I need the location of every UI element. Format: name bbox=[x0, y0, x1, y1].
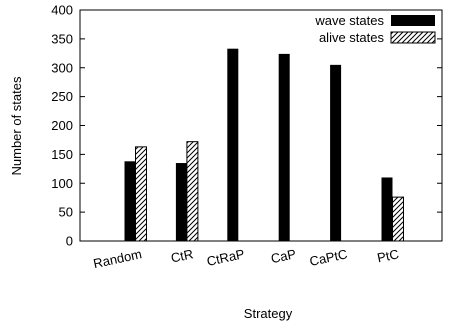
axes-layer: 0 50 100 150 200 250 300 350 400 Random CtR CtRaP Ca… bbox=[51, 3, 443, 271]
x-tick-label: CtRaP bbox=[205, 246, 246, 269]
bar-wave-states-cap bbox=[278, 53, 290, 241]
bar-wave-states-random bbox=[124, 161, 136, 241]
bar-alive-states-ctr bbox=[186, 141, 199, 242]
legend: wave states alive states bbox=[314, 13, 436, 45]
y-tick-label: 250 bbox=[51, 89, 73, 104]
legend-swatch-alive-states bbox=[390, 31, 436, 44]
y-tick-label: 350 bbox=[51, 31, 73, 46]
x-tick-label: PtC bbox=[376, 246, 400, 265]
x-tick-label: CaP bbox=[269, 246, 297, 266]
y-tick-label: 400 bbox=[51, 3, 73, 18]
y-tick-label: 150 bbox=[51, 147, 73, 162]
legend-label-alive-states: alive states bbox=[319, 30, 385, 45]
bar-alive-states-random bbox=[135, 146, 147, 242]
x-tick-label: CaPtC bbox=[308, 246, 349, 269]
y-tick-label: 200 bbox=[51, 118, 73, 133]
bar-wave-states-captc bbox=[330, 64, 342, 241]
legend-label-wave-states: wave states bbox=[314, 13, 384, 28]
x-tick-label: CtR bbox=[170, 246, 195, 265]
y-axis-title: Number of states bbox=[9, 76, 24, 175]
bar-wave-states-ptc bbox=[381, 177, 393, 241]
x-axis-title: Strategy bbox=[244, 306, 293, 321]
bar-alive-states-ptc bbox=[392, 196, 404, 242]
y-tick-label: 300 bbox=[51, 60, 73, 75]
legend-swatch-wave-states bbox=[391, 15, 435, 26]
x-tick-label: Random bbox=[92, 246, 143, 271]
bar-wave-states-ctr bbox=[175, 163, 187, 241]
y-tick-label: 50 bbox=[59, 205, 73, 220]
y-tick-label: 0 bbox=[66, 234, 73, 249]
y-tick-label: 100 bbox=[51, 176, 73, 191]
bars-layer bbox=[124, 48, 404, 242]
bar-wave-states-ctrap bbox=[227, 48, 239, 241]
